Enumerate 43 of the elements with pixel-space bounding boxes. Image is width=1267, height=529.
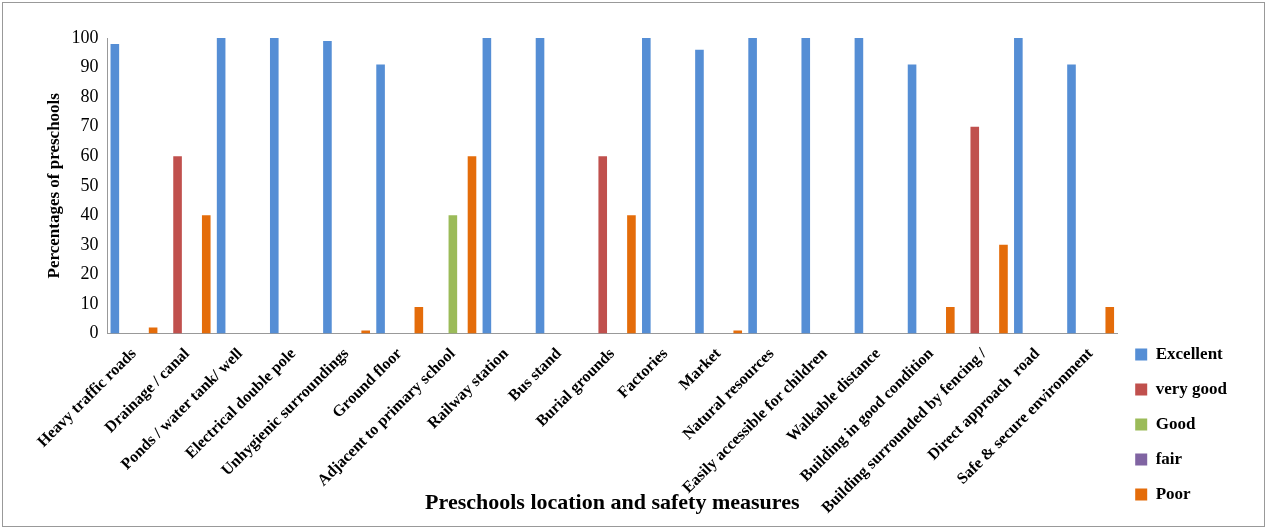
y-tick-label: 50 <box>80 174 99 195</box>
bar <box>1067 64 1076 334</box>
bar <box>376 64 385 334</box>
y-tick-label: 80 <box>80 85 99 106</box>
bar <box>467 156 477 334</box>
bar <box>627 215 636 334</box>
y-tick-label: 70 <box>80 115 99 136</box>
legend-label: fair <box>1155 448 1183 468</box>
bar <box>269 38 279 334</box>
bar <box>535 38 545 334</box>
bar <box>323 40 332 334</box>
bar <box>642 38 651 334</box>
y-tick-label: 100 <box>71 26 99 47</box>
y-tick-label: 60 <box>80 144 99 165</box>
bar <box>801 38 811 334</box>
bar <box>854 38 864 334</box>
bar <box>598 156 608 334</box>
bar <box>1014 38 1023 334</box>
legend-label: very good <box>1155 378 1228 398</box>
bar <box>1105 306 1115 334</box>
bar <box>970 126 980 334</box>
legend-label: Good <box>1155 413 1196 433</box>
bar <box>201 215 211 334</box>
bar <box>907 64 917 334</box>
bar <box>448 215 458 334</box>
bar <box>110 43 120 334</box>
bar <box>999 244 1008 334</box>
y-tick-label: 0 <box>89 322 99 343</box>
bar <box>216 38 226 334</box>
y-tick-label: 30 <box>80 233 99 254</box>
bar <box>173 156 182 334</box>
y-tick-label: 40 <box>80 204 99 225</box>
y-axis-title: Percentages of preschools <box>43 92 63 279</box>
bar <box>946 306 955 334</box>
y-tick-label: 90 <box>80 56 99 77</box>
bar <box>482 38 492 334</box>
y-tick-label: 20 <box>80 263 99 284</box>
y-tick-label: 10 <box>80 292 99 313</box>
bar <box>414 306 424 334</box>
bar <box>695 49 704 334</box>
legend-label: Poor <box>1155 483 1192 503</box>
bar <box>748 38 757 334</box>
legend-label: Excellent <box>1155 343 1224 363</box>
